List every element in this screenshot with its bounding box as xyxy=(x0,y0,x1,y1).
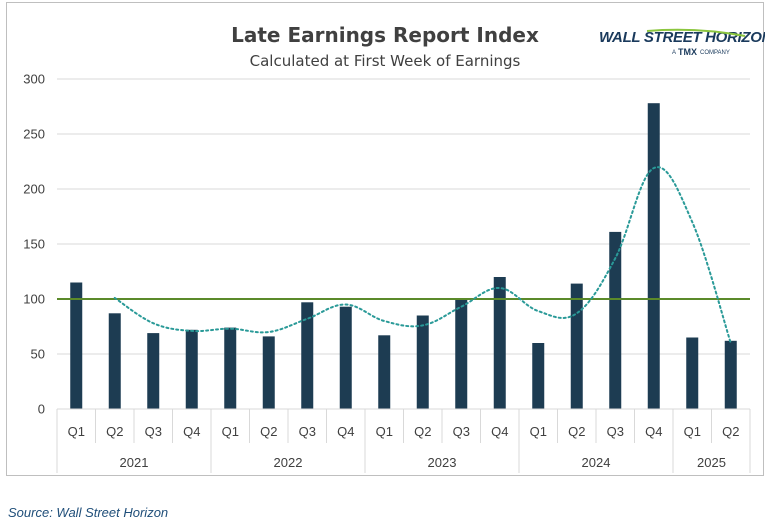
bar xyxy=(686,337,699,409)
bar xyxy=(724,340,737,409)
bar xyxy=(455,299,468,409)
group-label: 2022 xyxy=(274,455,303,470)
bar xyxy=(147,333,160,409)
trend-line xyxy=(113,166,732,344)
bar xyxy=(70,282,83,409)
x-tick-label: Q2 xyxy=(260,424,277,439)
group-label: 2025 xyxy=(697,455,726,470)
x-tick-label: Q4 xyxy=(491,424,508,439)
y-axis: 0 50 100 150 200 250 300 xyxy=(23,72,45,417)
x-tick-label: Q1 xyxy=(684,424,701,439)
logo-tag-suffix: COMPANY xyxy=(700,50,730,56)
x-tick-label: Q2 xyxy=(414,424,431,439)
bar xyxy=(262,336,275,409)
y-tick-label: 200 xyxy=(23,182,45,197)
x-tick-label: Q4 xyxy=(337,424,354,439)
bar xyxy=(185,329,198,409)
y-tick-label: 0 xyxy=(38,402,45,417)
x-tick-label: Q2 xyxy=(106,424,123,439)
gridlines xyxy=(57,78,750,355)
bar xyxy=(647,103,660,409)
bar xyxy=(493,277,506,409)
bars xyxy=(70,103,737,409)
bar xyxy=(339,306,352,409)
chart-subtitle: Calculated at First Week of Earnings xyxy=(250,52,521,70)
x-tick-label: Q3 xyxy=(145,424,162,439)
bar xyxy=(224,327,237,409)
chart-svg: Late Earnings Report Index Calculated at… xyxy=(23,23,765,473)
y-tick-label: 300 xyxy=(23,72,45,87)
group-label: 2023 xyxy=(428,455,457,470)
x-tick-label: Q1 xyxy=(68,424,85,439)
logo-tag-brand: TMX xyxy=(678,47,697,57)
bar xyxy=(609,231,622,409)
trend-line-path xyxy=(113,166,732,344)
y-tick-label: 100 xyxy=(23,292,45,307)
bar xyxy=(301,302,314,409)
x-tick-label: Q4 xyxy=(645,424,662,439)
x-tick-label: Q2 xyxy=(568,424,585,439)
source-note: Source: Wall Street Horizon xyxy=(8,505,169,520)
logo: WALL STREET HORIZON A TMX COMPANY xyxy=(599,28,765,57)
x-tick-label: Q3 xyxy=(453,424,470,439)
bar xyxy=(108,313,121,409)
group-label: 2021 xyxy=(120,455,149,470)
y-tick-label: 250 xyxy=(23,127,45,142)
bar xyxy=(378,335,391,409)
bar xyxy=(416,315,429,409)
chart-title: Late Earnings Report Index xyxy=(231,23,539,47)
x-tick-label: Q2 xyxy=(722,424,739,439)
logo-swoosh xyxy=(646,28,746,37)
bar xyxy=(570,283,583,409)
y-tick-label: 50 xyxy=(31,347,45,362)
group-label: 2024 xyxy=(582,455,611,470)
x-tick-label: Q3 xyxy=(607,424,624,439)
logo-text: WALL STREET HORIZON xyxy=(599,29,765,46)
y-tick-label: 150 xyxy=(23,237,45,252)
x-axis: Q1 Q2 Q3 Q4 Q1 Q2 Q3 Q4 Q1 Q2 Q3 Q4 Q1 Q2 Q3 Q4 Q1 Q2 2021… xyxy=(56,408,751,473)
x-tick-label: Q1 xyxy=(376,424,393,439)
x-tick-label: Q3 xyxy=(299,424,316,439)
bar xyxy=(532,343,545,409)
x-tick-label: Q1 xyxy=(530,424,547,439)
logo-tag-prefix: A xyxy=(672,50,676,56)
chart-frame: Late Earnings Report Index Calculated at… xyxy=(6,2,765,476)
x-tick-label: Q4 xyxy=(183,424,200,439)
x-tick-label: Q1 xyxy=(222,424,239,439)
